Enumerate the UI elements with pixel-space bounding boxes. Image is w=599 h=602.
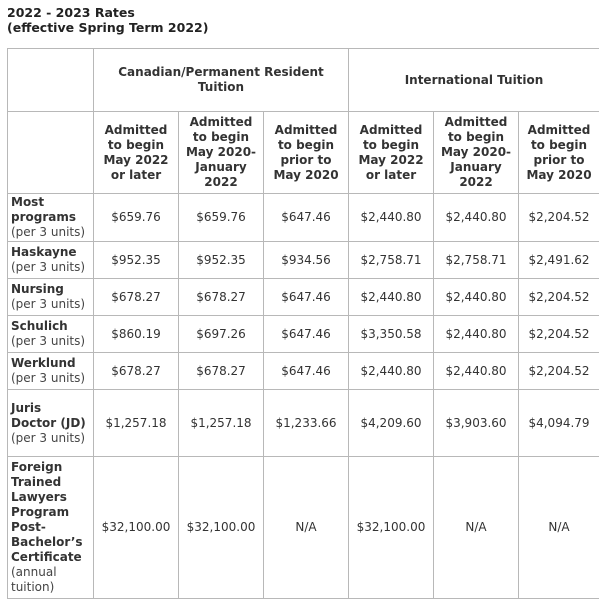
program-unit: (per 3 units) — [11, 225, 86, 239]
rate-cell: $647.46 — [262, 352, 350, 390]
table-row: Schulich (per 3 units) $860.19 $697.26 $… — [7, 315, 599, 353]
program-name: Most programs — [11, 195, 77, 224]
table-row: Werklund (per 3 units) $678.27 $678.27 $… — [7, 352, 599, 390]
rates-subtitle: (effective Spring Term 2022) — [7, 20, 209, 35]
subheader-cell: Admitted to begin May 2022 or later — [348, 111, 435, 194]
rate-cell: $1,257.18 — [178, 389, 264, 457]
row-label: Schulich (per 3 units) — [7, 315, 94, 353]
row-label: Foreign Trained Lawyers Program Post-Bac… — [7, 456, 94, 599]
row-label: Juris Doctor (JD) (per 3 units) — [7, 389, 94, 457]
empty-corner-cell — [7, 48, 94, 112]
subheader-cell: Admitted to begin May 2022 or later — [93, 111, 179, 194]
empty-corner-cell — [7, 111, 94, 194]
program-name: Juris Doctor (JD) — [11, 400, 86, 430]
row-label: Most programs (per 3 units) — [7, 193, 94, 242]
rate-cell: $678.27 — [178, 352, 264, 390]
subheader-cell: Admitted to begin May 2020-January 2022 — [178, 111, 264, 194]
rate-cell: $2,758.71 — [433, 241, 520, 279]
row-label: Nursing (per 3 units) — [7, 278, 94, 316]
rates-title: 2022 - 2023 Rates — [7, 5, 135, 20]
rate-cell: $659.76 — [178, 193, 264, 242]
rate-cell: $952.35 — [93, 241, 179, 279]
table-row: Foreign Trained Lawyers Program Post-Bac… — [7, 456, 599, 599]
rate-cell: $952.35 — [178, 241, 264, 279]
rate-cell: $2,440.80 — [348, 278, 435, 316]
subheader-cell: Admitted to begin May 2020-January 2022 — [433, 111, 520, 194]
table-row: Nursing (per 3 units) $678.27 $678.27 $6… — [7, 278, 599, 316]
rate-cell: $2,204.52 — [518, 315, 599, 353]
rate-cell: N/A — [518, 456, 599, 599]
group-header-canadian: Canadian/Permanent Resident Tuition — [92, 48, 350, 112]
rate-cell: $647.46 — [262, 278, 350, 316]
rate-cell: $934.56 — [262, 241, 350, 279]
rate-cell: $2,440.80 — [348, 193, 435, 242]
group-header-row: Canadian/Permanent Resident Tuition Inte… — [7, 48, 599, 112]
program-unit: (per 3 units) — [11, 334, 86, 348]
rate-cell: $2,440.80 — [348, 352, 435, 390]
row-label: Haskayne (per 3 units) — [7, 241, 94, 279]
subheader-cell: Admitted to begin prior to May 2020 — [262, 111, 350, 194]
program-name: Foreign Trained Lawyers Program Post-Bac… — [11, 460, 83, 564]
rate-cell: $678.27 — [178, 278, 264, 316]
rate-cell: N/A — [262, 456, 350, 599]
rate-cell: $3,903.60 — [433, 389, 520, 457]
rate-cell: $1,233.66 — [262, 389, 350, 457]
rate-cell: $4,094.79 — [518, 389, 599, 457]
program-unit: (per 3 units) — [11, 430, 86, 445]
rate-cell: $697.26 — [178, 315, 264, 353]
program-name: Nursing — [11, 282, 64, 296]
rate-cell: $2,204.52 — [518, 193, 599, 242]
program-unit: (annual tuition) — [11, 565, 57, 594]
rate-cell: $2,204.52 — [518, 278, 599, 316]
rate-cell: $2,204.52 — [518, 352, 599, 390]
program-name: Werklund — [11, 356, 76, 370]
table-row: Most programs (per 3 units) $659.76 $659… — [7, 193, 599, 242]
table-row: Juris Doctor (JD) (per 3 units) $1,257.1… — [7, 389, 599, 457]
rate-cell: $2,491.62 — [518, 241, 599, 279]
rate-cell: $2,758.71 — [348, 241, 435, 279]
rate-cell: $4,209.60 — [348, 389, 435, 457]
rate-cell: $32,100.00 — [348, 456, 435, 599]
rate-cell: $32,100.00 — [178, 456, 264, 599]
program-unit: (per 3 units) — [11, 297, 86, 311]
rate-cell: $860.19 — [93, 315, 179, 353]
program-name: Haskayne — [11, 245, 77, 259]
rate-cell: $1,257.18 — [93, 389, 179, 457]
tuition-rates-table: Canadian/Permanent Resident Tuition Inte… — [7, 48, 599, 599]
program-unit: (per 3 units) — [11, 260, 86, 274]
subheader-row: Admitted to begin May 2022 or later Admi… — [7, 111, 599, 194]
rate-cell: $32,100.00 — [93, 456, 179, 599]
subheader-cell: Admitted to begin prior to May 2020 — [518, 111, 599, 194]
rate-cell: $678.27 — [93, 352, 179, 390]
rate-cell: $3,350.58 — [348, 315, 435, 353]
rate-cell: N/A — [433, 456, 520, 599]
rate-cell: $2,440.80 — [433, 315, 520, 353]
rate-cell: $647.46 — [262, 193, 350, 242]
group-header-international: International Tuition — [348, 48, 599, 112]
rate-cell: $647.46 — [262, 315, 350, 353]
rates-heading: 2022 - 2023 Rates (effective Spring Term… — [7, 5, 208, 35]
rate-cell: $2,440.80 — [433, 278, 520, 316]
program-name: Schulich — [11, 319, 68, 333]
row-label: Werklund (per 3 units) — [7, 352, 94, 390]
rate-cell: $2,440.80 — [433, 352, 520, 390]
rate-cell: $678.27 — [93, 278, 179, 316]
rate-cell: $659.76 — [93, 193, 179, 242]
rate-cell: $2,440.80 — [433, 193, 520, 242]
program-unit: (per 3 units) — [11, 371, 86, 385]
table-row: Haskayne (per 3 units) $952.35 $952.35 $… — [7, 241, 599, 279]
